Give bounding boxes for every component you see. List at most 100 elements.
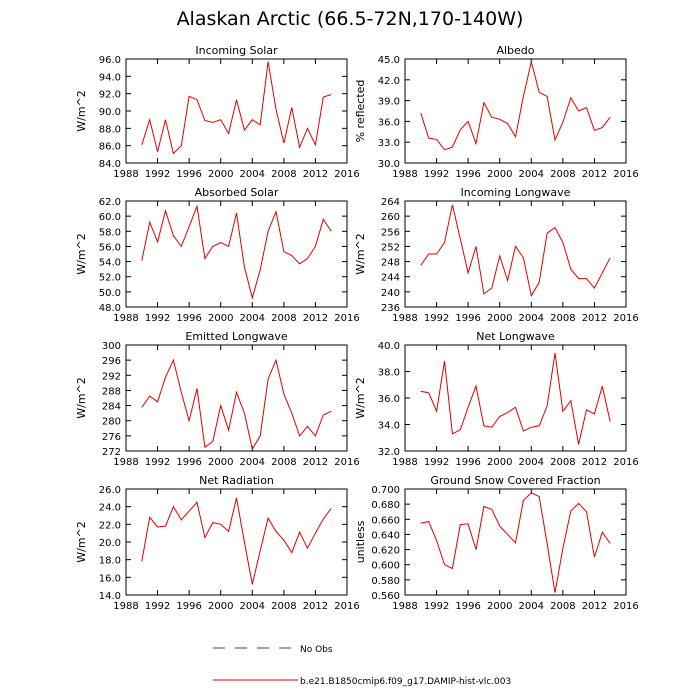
- y-tick-label: 86.0: [99, 142, 121, 153]
- y-tick-label: 33.0: [378, 138, 400, 149]
- panel-3: Absorbed Solar 1988 1992 1996 2000 2004 2008 20…: [75, 186, 360, 324]
- y-tick-label: 288: [102, 386, 121, 397]
- x-tick-label: 2000: [487, 457, 512, 468]
- y-tick-label: 96.0: [99, 55, 121, 66]
- y-tick-label: 92.0: [99, 90, 121, 101]
- series-line: [141, 497, 332, 585]
- y-axis-label: W/m^2: [75, 90, 88, 132]
- plot-frame: [125, 200, 348, 308]
- y-tick-label: 0.580: [371, 576, 400, 587]
- panel-title: Incoming Longwave: [461, 186, 571, 199]
- y-axis-label: unitless: [354, 520, 367, 563]
- x-tick-label: 2008: [271, 601, 296, 612]
- x-tick-label: 1996: [455, 169, 480, 180]
- panel-7: Net Radiation 1988 1992 1996 2000 2004 2008 201…: [75, 474, 360, 612]
- plot-frame: [404, 200, 627, 308]
- x-tick-label: 2016: [613, 457, 638, 468]
- y-tick-label: 0.620: [371, 546, 400, 557]
- x-tick-label: 2016: [613, 169, 638, 180]
- y-tick-label: 34.0: [378, 421, 400, 432]
- y-axis-label: W/m^2: [75, 233, 88, 275]
- x-tick-label: 1996: [455, 313, 480, 324]
- x-tick-label: 2004: [240, 313, 265, 324]
- y-tick-label: 14.0: [99, 591, 121, 602]
- figure-title: Alaskan Arctic (66.5-72N,170-140W): [176, 8, 524, 30]
- x-tick-label: 1988: [113, 457, 138, 468]
- legend-label-model: b.e21.B1850cmip6.f09_g17.DAMIP-hist-vlc.…: [300, 677, 511, 687]
- x-tick-label: 1992: [145, 169, 170, 180]
- series-line: [420, 204, 611, 297]
- x-tick-label: 2016: [334, 313, 359, 324]
- y-tick-label: 26.0: [99, 485, 121, 496]
- y-tick-label: 56.0: [99, 242, 121, 253]
- x-tick-label: 1988: [392, 313, 417, 324]
- y-tick-label: 264: [381, 197, 400, 208]
- x-tick-label: 2008: [550, 457, 575, 468]
- series-line: [420, 61, 611, 151]
- series-line: [420, 492, 611, 593]
- y-tick-label: 284: [102, 402, 121, 413]
- x-tick-label: 2008: [550, 313, 575, 324]
- y-tick-label: 0.660: [371, 515, 400, 526]
- panel-title: Albedo: [496, 44, 534, 57]
- y-axis-label: W/m^2: [354, 377, 367, 419]
- x-tick-label: 2004: [240, 457, 265, 468]
- x-tick-label: 2012: [303, 457, 328, 468]
- y-tick-label: 84.0: [99, 159, 121, 170]
- y-tick-label: 260: [381, 212, 400, 223]
- y-tick-label: 38.0: [378, 368, 400, 379]
- series-line: [141, 358, 332, 451]
- x-tick-label: 2004: [240, 169, 265, 180]
- x-tick-label: 2000: [487, 169, 512, 180]
- y-tick-label: 58.0: [99, 227, 121, 238]
- panel-1: Incoming Solar 1988 1992 1996 2000 2004 2008 20…: [75, 44, 360, 180]
- panel-4: Incoming Longwave 1988 1992 1996 2000 2004 200…: [354, 186, 639, 324]
- x-tick-label: 1988: [392, 169, 417, 180]
- y-axis-label: W/m^2: [75, 377, 88, 419]
- y-tick-label: 0.560: [371, 591, 400, 602]
- x-tick-label: 2012: [582, 169, 607, 180]
- y-tick-label: 20.0: [99, 538, 121, 549]
- y-tick-label: 90.0: [99, 107, 121, 118]
- y-tick-label: 62.0: [99, 197, 121, 208]
- y-tick-label: 45.0: [378, 55, 400, 66]
- x-tick-label: 2004: [519, 169, 544, 180]
- y-tick-label: 16.0: [99, 573, 121, 584]
- y-tick-label: 0.600: [371, 561, 400, 572]
- panel-6: Net Longwave 1988 1992 1996 2000 2004 2008 2012…: [354, 330, 639, 468]
- x-tick-label: 1988: [113, 313, 138, 324]
- y-tick-label: 94.0: [99, 72, 121, 83]
- series-line: [420, 352, 611, 445]
- y-tick-label: 256: [381, 227, 400, 238]
- y-tick-label: 54.0: [99, 258, 121, 269]
- x-tick-label: 1988: [113, 601, 138, 612]
- panel-title: Incoming Solar: [195, 44, 278, 57]
- y-tick-label: 50.0: [99, 288, 121, 299]
- x-tick-label: 2016: [334, 457, 359, 468]
- x-tick-label: 2008: [271, 457, 296, 468]
- y-tick-label: 39.0: [378, 97, 400, 108]
- plot-frame: [404, 58, 627, 164]
- y-tick-label: 48.0: [99, 303, 121, 314]
- y-tick-label: 30.0: [378, 159, 400, 170]
- x-tick-label: 1988: [113, 169, 138, 180]
- panel-title: Emitted Longwave: [185, 330, 287, 343]
- panel-title: Ground Snow Covered Fraction: [430, 474, 600, 487]
- x-tick-label: 2012: [582, 457, 607, 468]
- x-tick-label: 2016: [334, 601, 359, 612]
- y-tick-label: 240: [381, 288, 400, 299]
- x-tick-label: 1988: [392, 601, 417, 612]
- legend: No Obs b.e21.B1850cmip6.f09_g17.DAMIP-his…: [213, 645, 511, 687]
- y-tick-label: 248: [381, 258, 400, 269]
- y-tick-label: 276: [102, 432, 121, 443]
- x-tick-label: 1992: [145, 457, 170, 468]
- x-tick-label: 2016: [613, 601, 638, 612]
- y-tick-label: 236: [381, 303, 400, 314]
- x-tick-label: 2008: [271, 313, 296, 324]
- x-tick-label: 1992: [424, 313, 449, 324]
- x-tick-label: 1996: [455, 601, 480, 612]
- x-tick-label: 2012: [582, 313, 607, 324]
- y-tick-label: 252: [381, 242, 400, 253]
- x-tick-label: 1996: [176, 457, 201, 468]
